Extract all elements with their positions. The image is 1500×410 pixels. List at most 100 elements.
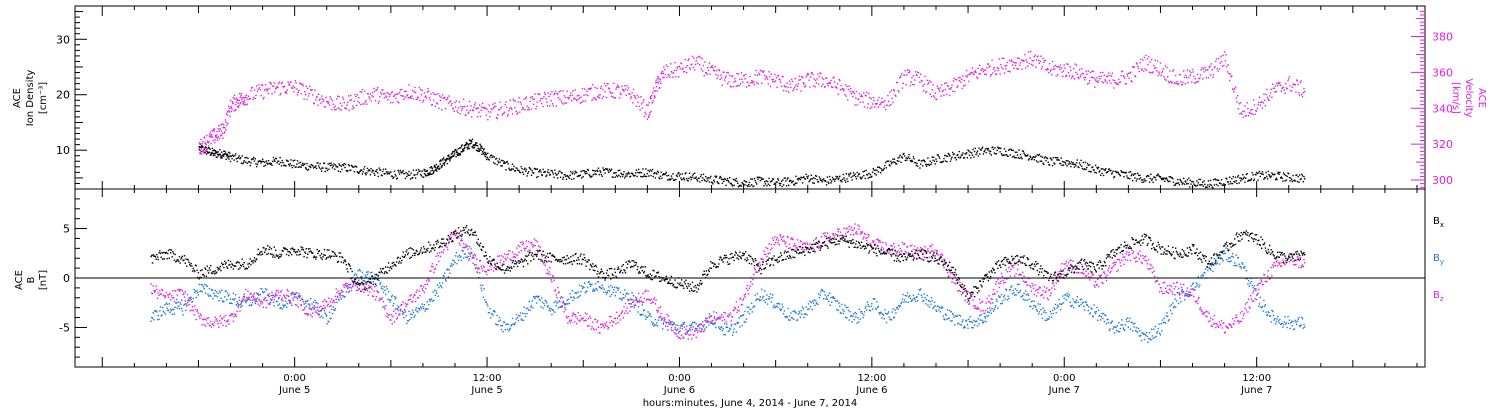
velocity-series-point: [285, 91, 287, 93]
velocity-series-point: [877, 99, 879, 101]
ion-density-series-point: [296, 163, 298, 165]
ion-density-series-point: [302, 164, 305, 167]
by-series-point: [1131, 321, 1133, 324]
ion-density-series-point: [1237, 174, 1240, 177]
ion-density-series-point: [678, 172, 680, 174]
ion-density-series-point: [516, 169, 519, 171]
velocity-series-point: [1202, 78, 1204, 80]
velocity-series-point: [890, 89, 893, 92]
velocity-series-point: [823, 78, 825, 81]
velocity-series-point: [1303, 87, 1305, 90]
ion-density-series-point: [280, 165, 283, 167]
by-series-point: [1043, 311, 1045, 313]
velocity-series-point: [1179, 74, 1181, 76]
velocity-series-point: [366, 103, 368, 105]
velocity-axis-label-line3: [km/s]: [1450, 82, 1461, 114]
velocity-series-point: [967, 74, 969, 76]
velocity-series-point: [245, 94, 248, 96]
ion-density-series-point: [1011, 156, 1014, 158]
velocity-series-point: [1154, 59, 1156, 61]
velocity-series-point: [1261, 107, 1264, 109]
bz-series-point: [169, 292, 171, 295]
ion-density-series-point: [682, 178, 684, 180]
ion-density-series-point: [745, 180, 747, 183]
ion-density-series-point: [844, 179, 846, 181]
velocity-series-point: [993, 66, 995, 69]
ion-density-series-point: [842, 178, 844, 181]
ion-density-series-point: [448, 154, 450, 156]
velocity-series-point: [1223, 64, 1225, 67]
by-series-point: [151, 317, 154, 320]
ion-density-series-point: [782, 184, 785, 186]
velocity-series-point: [928, 79, 931, 82]
ion-density-series-point: [695, 176, 697, 178]
by-series-point: [858, 308, 861, 311]
by-series-point: [185, 309, 187, 312]
ion-density-series-point: [1183, 177, 1185, 180]
by-series-point: [443, 275, 445, 277]
ion-density-series-point: [1043, 163, 1045, 166]
velocity-series-point: [1141, 68, 1143, 70]
velocity-series-point: [634, 96, 636, 98]
velocity-series-point: [770, 73, 772, 75]
velocity-series-point: [673, 69, 675, 72]
velocity-series-point: [233, 110, 235, 112]
by-series-point: [742, 314, 744, 317]
velocity-series-point: [223, 132, 225, 134]
velocity-series-point: [244, 96, 247, 99]
ion-density-series-point: [456, 153, 458, 156]
velocity-series-point: [280, 92, 282, 95]
by-series-point: [889, 318, 891, 321]
ion-density-series-point: [1087, 164, 1089, 166]
velocity-series-point: [339, 102, 342, 104]
velocity-series-point: [805, 76, 807, 78]
by-series-point: [172, 308, 175, 311]
velocity-series-point: [1092, 70, 1095, 73]
by-series-point: [160, 315, 162, 317]
velocity-series-point: [328, 101, 330, 103]
ion-density-series-point: [756, 183, 758, 185]
velocity-series-point: [491, 108, 493, 110]
by-series-point: [1270, 321, 1272, 323]
ion-density-series-point: [1049, 157, 1052, 159]
velocity-series-point: [1065, 74, 1068, 77]
ion-density-series-point: [624, 175, 627, 177]
ion-density-series-point: [992, 148, 995, 151]
ion-density-series-point: [1105, 168, 1107, 170]
ion-density-series-point: [1122, 171, 1124, 174]
by-series-point: [519, 312, 522, 314]
velocity-series-point: [782, 76, 784, 78]
velocity-series-point: [921, 80, 923, 82]
velocity-series-point: [828, 82, 830, 84]
ion-density-series-point: [1097, 168, 1099, 170]
ion-density-series-point: [469, 143, 471, 145]
by-series-point: [582, 286, 584, 288]
ion-density-series-point: [1100, 168, 1103, 170]
by-series-point: [377, 274, 379, 276]
by-series-point: [1250, 281, 1253, 283]
bz-series-point: [163, 295, 165, 297]
velocity-series-point: [286, 89, 288, 91]
velocity-series-point: [210, 143, 212, 145]
by-series-point: [366, 271, 368, 273]
by-series-point: [1100, 319, 1102, 321]
ion-density-series-point: [715, 176, 717, 179]
ion-density-series-point: [467, 143, 469, 145]
velocity-series-point: [609, 91, 611, 93]
by-series-point: [191, 300, 194, 303]
by-series-point: [715, 326, 717, 329]
by-series-point: [1303, 324, 1305, 326]
by-series-point: [391, 294, 393, 297]
velocity-series-point: [652, 92, 654, 94]
by-series-point: [568, 302, 571, 304]
velocity-series-point: [873, 99, 875, 102]
by-series-point: [1231, 252, 1234, 255]
by-series-point: [415, 307, 417, 309]
by-series-point: [544, 299, 546, 302]
velocity-series-point: [745, 73, 747, 76]
velocity-series-point: [766, 78, 769, 80]
ion-density-series-point: [732, 178, 735, 181]
by-series-point: [548, 309, 550, 311]
velocity-series-point: [262, 98, 264, 100]
velocity-series-point: [721, 84, 724, 86]
